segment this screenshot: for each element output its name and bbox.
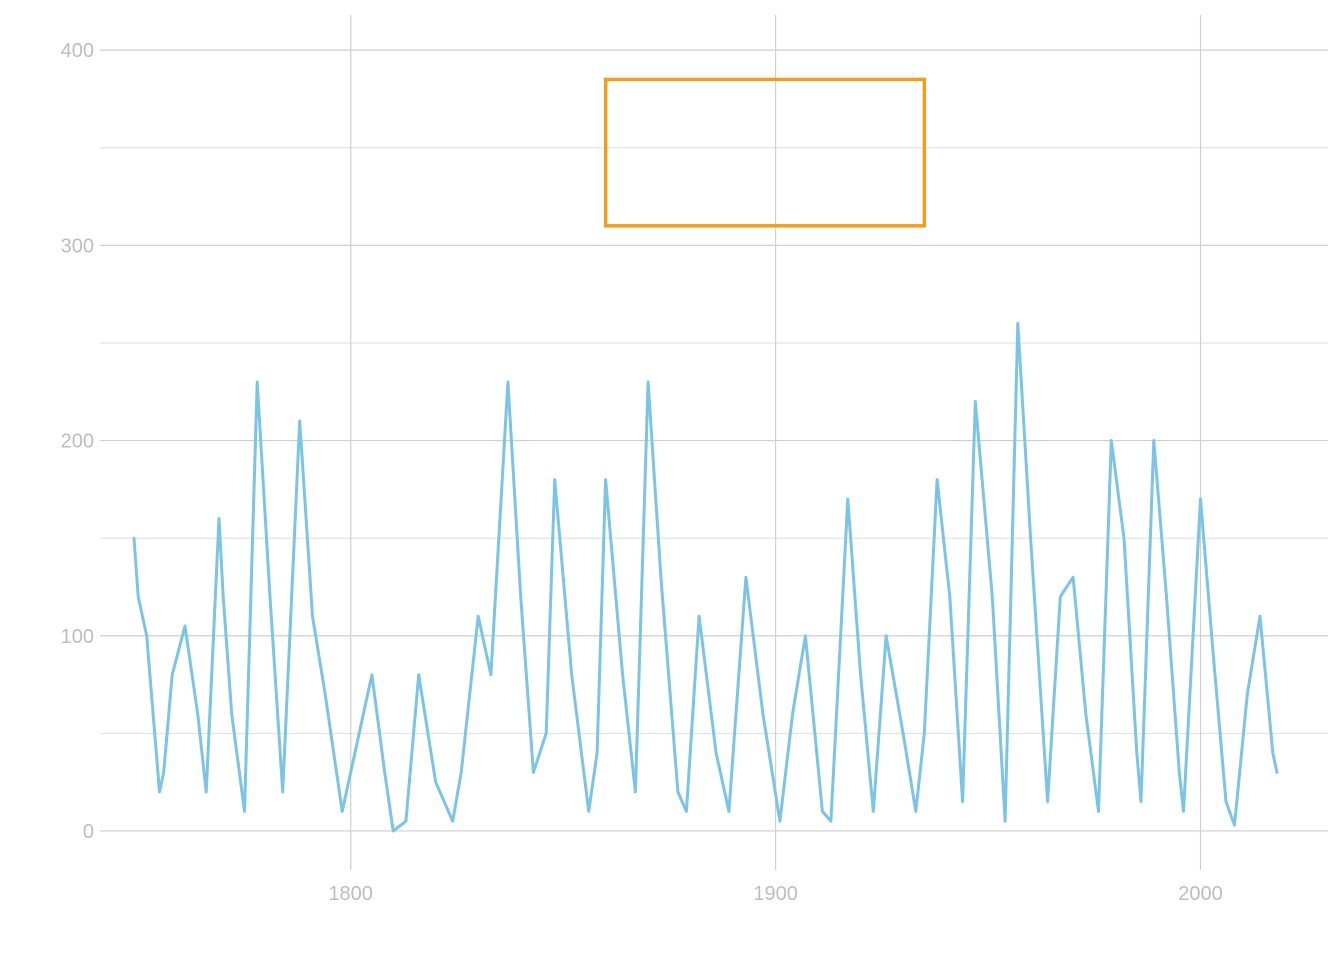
- y-tick-label: 100: [61, 626, 94, 648]
- series-line: [132, 321, 1279, 833]
- x-tick-label: 2000: [1178, 883, 1223, 905]
- annotation-group: [603, 77, 927, 228]
- series-group: [132, 321, 1279, 833]
- y-axis-ticks: 0 100 200 300 400: [61, 40, 94, 843]
- x-axis-ticks: 1800 1900 2000: [328, 883, 1222, 905]
- y-tick-label: 0: [83, 821, 94, 843]
- y-tick-label: 300: [61, 235, 94, 257]
- y-tick-label: 200: [61, 431, 94, 453]
- y-tick-label: 400: [61, 40, 94, 62]
- major-gridlines: [100, 15, 1328, 870]
- x-tick-label: 1800: [328, 883, 373, 905]
- annotation-box: [603, 77, 927, 228]
- x-tick-label: 1900: [753, 883, 798, 905]
